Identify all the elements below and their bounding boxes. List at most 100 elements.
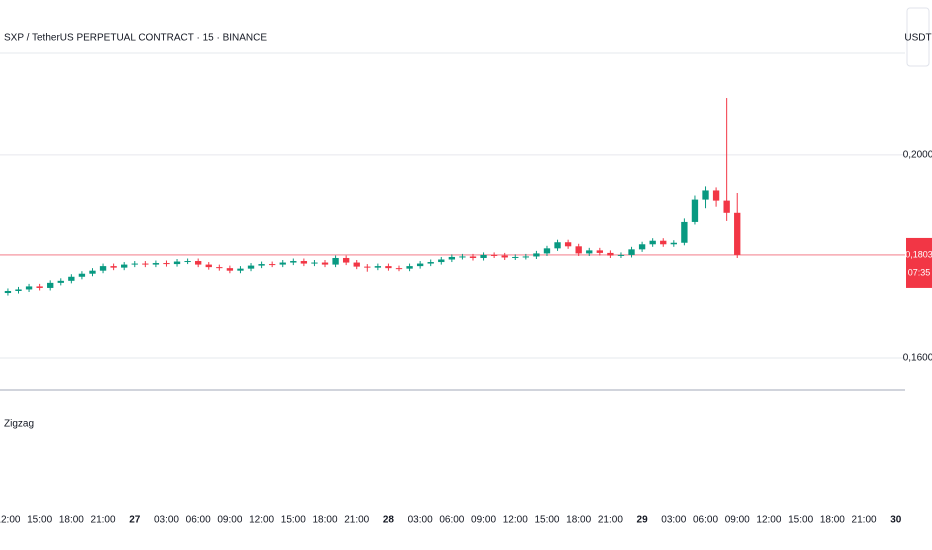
x-tick-label: 30 [890, 515, 902, 526]
candle-body [427, 262, 434, 264]
candle-body [459, 256, 466, 258]
candle-body [142, 263, 149, 265]
candle-body [554, 242, 561, 249]
candle-body [438, 259, 445, 263]
candle-body [152, 263, 160, 265]
x-tick-label: 27 [129, 515, 141, 526]
x-tick-label: 15:00 [27, 515, 52, 526]
x-tick-label: 21:00 [344, 515, 369, 526]
x-tick-label: 06:00 [439, 515, 464, 526]
candle-body [226, 268, 234, 271]
x-tick-label: 18:00 [59, 515, 84, 526]
candle-body [512, 256, 519, 258]
candle-body [385, 266, 392, 269]
x-tick-label: 06:00 [186, 515, 211, 526]
currency-box [906, 7, 930, 67]
candle-body [734, 212, 741, 255]
candle-body [173, 261, 181, 265]
candle-body [723, 200, 730, 213]
candle-body [311, 262, 318, 264]
currency: USDT [904, 33, 931, 44]
candle-body [448, 256, 456, 260]
candle-body [395, 268, 403, 270]
candle-body [216, 267, 223, 269]
x-tick-label: 28 [383, 515, 395, 526]
x-tick-label: 15:00 [788, 515, 813, 526]
x-tick-label: 15:00 [281, 515, 306, 526]
x-tick-label: 03:00 [661, 515, 686, 526]
candle-body [4, 290, 12, 294]
y-tick-label: 0,2000 [903, 150, 932, 161]
candle-body [406, 266, 413, 269]
x-tick-label: 06:00 [693, 515, 718, 526]
candle-body [691, 199, 699, 222]
candle-body [279, 262, 286, 265]
candle-body [490, 254, 498, 256]
candle-body [68, 276, 75, 281]
candle-body [268, 264, 276, 266]
candle-body [78, 273, 86, 277]
candle-body [586, 250, 593, 254]
x-tick-label: 12:00 [249, 515, 274, 526]
candle-body [184, 261, 191, 263]
candle-body [99, 266, 107, 271]
candle-body [681, 221, 688, 243]
candle-body [163, 263, 170, 265]
candle-body [575, 246, 582, 254]
candle-body [628, 249, 635, 255]
candle-body [290, 261, 297, 263]
chart-title: SXP / TetherUS PERPETUAL CONTRACT · 15 ·… [4, 33, 267, 44]
candle-body [480, 254, 487, 258]
last-price-box [906, 237, 932, 288]
countdown: 07:35 [908, 267, 931, 277]
candle-body [47, 282, 54, 288]
x-tick-label: 09:00 [725, 515, 750, 526]
x-tick-label: 21:00 [852, 515, 877, 526]
x-tick-label: 18:00 [312, 515, 337, 526]
candle-body [321, 262, 329, 265]
candle-body [353, 262, 360, 267]
candle-body [247, 265, 255, 269]
x-tick-label: 03:00 [154, 515, 179, 526]
candle-body [702, 190, 709, 200]
candle-body [237, 268, 244, 271]
candle-body [57, 280, 64, 283]
candle-body [660, 240, 667, 245]
candle-body [649, 240, 656, 245]
candle-body [596, 250, 603, 253]
candle-body [342, 257, 350, 263]
candle-body [121, 264, 128, 268]
candle-body [533, 253, 540, 257]
x-tick-label: 18:00 [566, 515, 591, 526]
candle-body [712, 190, 720, 201]
x-tick-label: 12:00 [503, 515, 528, 526]
candle-body [638, 244, 646, 250]
candle-body [89, 270, 96, 274]
candle-body [416, 263, 424, 267]
candle-body [15, 289, 22, 291]
x-tick-label: 21:00 [598, 515, 623, 526]
x-tick-label: 03:00 [408, 515, 433, 526]
x-tick-label: 09:00 [217, 515, 242, 526]
candle-body [501, 255, 508, 258]
candle-body [543, 248, 551, 254]
y-tick-label: 0,1600 [903, 353, 932, 364]
candle-body [607, 252, 614, 256]
candle-body [617, 254, 625, 256]
candle-body [195, 261, 202, 265]
candle-body [131, 263, 138, 265]
candle-body [25, 286, 33, 290]
x-tick-label: 21:00 [91, 515, 116, 526]
x-tick-label: 12:00 [756, 515, 781, 526]
candle-body [332, 257, 339, 265]
last-price-label: 0,1803 [905, 249, 932, 259]
candle-body [522, 256, 530, 258]
x-tick-label: 29 [637, 515, 649, 526]
candle-body [670, 242, 677, 245]
candle-body [36, 286, 43, 288]
x-tick-label: 12:00 [0, 515, 21, 526]
x-tick-label: 09:00 [471, 515, 496, 526]
